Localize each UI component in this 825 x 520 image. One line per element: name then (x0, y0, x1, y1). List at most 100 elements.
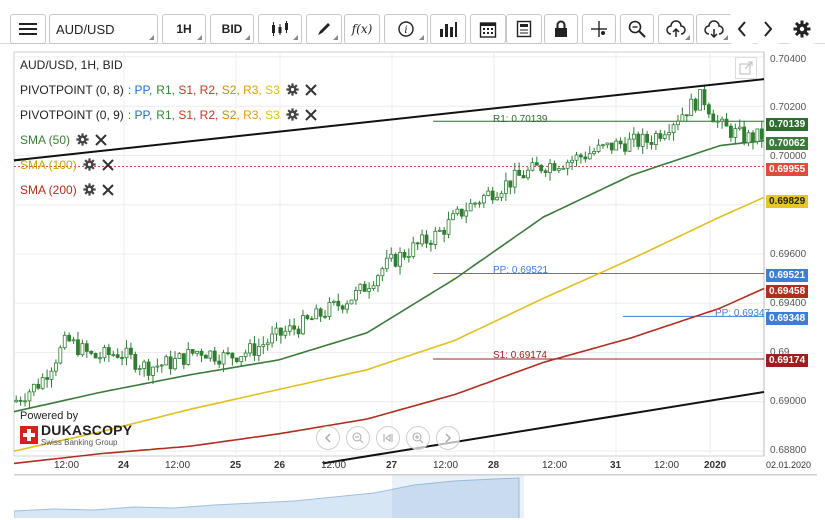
volume-button[interactable] (430, 14, 466, 44)
legend-sma100-row[interactable]: SMA (100) (20, 152, 340, 177)
candle-body (323, 315, 327, 318)
y-tick-label: 0.69000 (770, 396, 807, 407)
calendar-button[interactable] (470, 14, 506, 44)
candle-body (508, 180, 513, 188)
pp-line-label: PP: 0.69521 (493, 265, 549, 276)
candle-body (658, 133, 663, 139)
timeframe-select[interactable]: 1H (162, 14, 206, 44)
zoom-in-button[interactable] (406, 426, 430, 450)
gear-icon[interactable] (83, 158, 96, 171)
candle-body (543, 170, 548, 173)
pivot-r1: R1, (156, 82, 175, 97)
close-icon[interactable] (95, 133, 107, 146)
dukascopy-watermark: Powered by DUKASCOPY Swiss Banking Group (20, 410, 132, 447)
fullscreen-button[interactable] (735, 57, 757, 79)
scroll-right-button[interactable] (756, 14, 780, 44)
pencil-icon (318, 23, 330, 35)
x-tick-label: 02.01.2020 (766, 460, 812, 470)
candle-body (146, 361, 151, 376)
legend-pivot2-row[interactable]: PIVOTPOINT (0, 9) : PP, R1, S1, R2, S2, … (20, 102, 340, 127)
settings-button[interactable] (788, 14, 816, 44)
candle-body (720, 118, 724, 122)
candle-body (592, 151, 597, 155)
candle-body (627, 138, 632, 152)
candle-body (706, 104, 711, 115)
chevron-left-icon (324, 433, 331, 443)
candle-body (27, 391, 32, 402)
sma200-line (13, 287, 765, 465)
candle-body (429, 242, 433, 245)
legend-pivot1-row[interactable]: PIVOTPOINT (0, 8) : PP, R1, S1, R2, S2, … (20, 77, 340, 102)
zoom-button[interactable] (620, 14, 654, 44)
gear-icon[interactable] (286, 83, 299, 96)
candle-body (142, 361, 147, 369)
gear-icon[interactable] (83, 183, 96, 196)
close-icon[interactable] (101, 158, 114, 171)
zoom-out-icon (352, 432, 364, 444)
scroll-left-button[interactable] (730, 14, 754, 44)
candle-body (680, 114, 685, 122)
close-icon[interactable] (305, 83, 317, 96)
candle-body (279, 327, 283, 336)
candle-body (499, 192, 504, 198)
candle-body (106, 347, 111, 356)
pan-right-button[interactable] (436, 426, 460, 450)
candle-body (698, 89, 702, 111)
candle-body (751, 132, 755, 143)
candle-body (111, 354, 116, 357)
news-button[interactable] (506, 14, 542, 44)
magnifier-icon (628, 20, 646, 38)
y-tick-label: 0.70000 (770, 151, 807, 162)
x-tick-label: 12:00 (654, 460, 680, 471)
candle-body (574, 154, 579, 161)
candle-body (662, 134, 667, 139)
draw-button[interactable] (306, 14, 342, 44)
candle-body (539, 164, 544, 172)
price-side-select[interactable]: BID (210, 14, 254, 44)
upload-button[interactable] (658, 14, 694, 44)
menu-button[interactable] (10, 14, 46, 44)
zoom-out-button[interactable] (346, 426, 370, 450)
candle-body (667, 132, 672, 136)
candle-body (609, 142, 614, 151)
candle-body (36, 383, 41, 389)
navigator-strip[interactable] (14, 474, 817, 518)
close-icon[interactable] (305, 108, 317, 121)
candle-body (212, 350, 217, 362)
candle-body (54, 362, 58, 372)
candle-body (464, 210, 469, 217)
reset-button[interactable] (376, 426, 400, 450)
chart-type-button[interactable] (258, 14, 302, 44)
info-icon: i (398, 21, 414, 37)
navigator-window[interactable] (392, 475, 524, 518)
chevron-right-icon (445, 433, 452, 443)
candle-body (31, 383, 36, 393)
candle-body (204, 354, 208, 359)
gear-icon[interactable] (76, 133, 89, 146)
pivot2-label: PIVOTPOINT (0, 9) (20, 107, 124, 122)
calendar-icon (479, 22, 497, 38)
pivot-s2: S2, (221, 107, 240, 122)
pivot-r2: R2, (199, 107, 219, 122)
gear-icon[interactable] (286, 108, 299, 121)
candle-body (230, 352, 235, 359)
candle-body (561, 167, 566, 170)
candle-body (459, 208, 464, 217)
x-tick-label: 12:00 (542, 460, 568, 471)
info-button[interactable]: i (384, 14, 428, 44)
indicators-button[interactable]: f(x) (344, 14, 380, 44)
symbol-select[interactable]: AUD/USD (49, 14, 158, 44)
lock-button[interactable] (544, 14, 578, 44)
close-icon[interactable] (101, 183, 114, 196)
legend-sma200-row[interactable]: SMA (200) (20, 177, 340, 202)
candle-body (14, 399, 19, 403)
bars-icon (440, 22, 457, 37)
candle-body (261, 344, 266, 347)
candle-body (314, 308, 319, 320)
x-tick-label: 2020 (704, 460, 727, 471)
crosshair-button[interactable] (582, 14, 616, 44)
trendlines (13, 78, 765, 465)
pan-left-button[interactable] (316, 426, 340, 450)
legend-sma50-row[interactable]: SMA (50) (20, 127, 340, 152)
